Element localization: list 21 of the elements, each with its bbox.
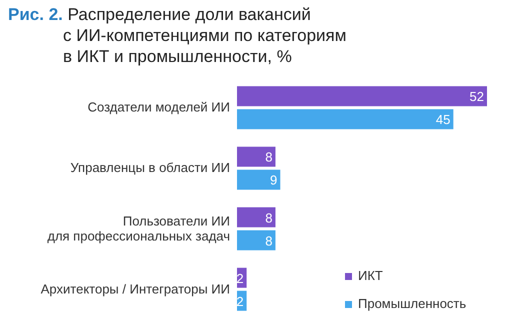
y-tick-label: Пользователи ИИ для профессиональных задач xyxy=(47,213,230,244)
y-tick-label: Создатели моделей ИИ xyxy=(88,100,230,115)
bar xyxy=(237,207,276,228)
bar xyxy=(237,109,454,130)
y-tick-label: Управленцы в области ИИ xyxy=(70,160,230,176)
bar xyxy=(237,170,280,190)
y-tick-label: Архитекторы / Интеграторы ИИ xyxy=(40,281,230,296)
data-label: 52 xyxy=(470,89,484,104)
data-label: 8 xyxy=(265,150,272,165)
data-label: 8 xyxy=(265,233,272,248)
data-label: 8 xyxy=(265,210,272,226)
data-label: 45 xyxy=(436,112,450,128)
data-label: 2 xyxy=(236,270,244,286)
data-label: 2 xyxy=(236,294,244,309)
legend-label: Промышленность xyxy=(358,296,466,311)
bar xyxy=(237,146,276,167)
chart-title: Рис. 2. Распределение доли вакансий с ИИ-компетенциями по категориям в ИКТ и промышленности, % xyxy=(8,5,346,66)
data-label: 9 xyxy=(270,172,278,188)
legend-label: ИКТ xyxy=(358,268,383,283)
bar xyxy=(237,230,276,250)
bar xyxy=(237,86,487,106)
